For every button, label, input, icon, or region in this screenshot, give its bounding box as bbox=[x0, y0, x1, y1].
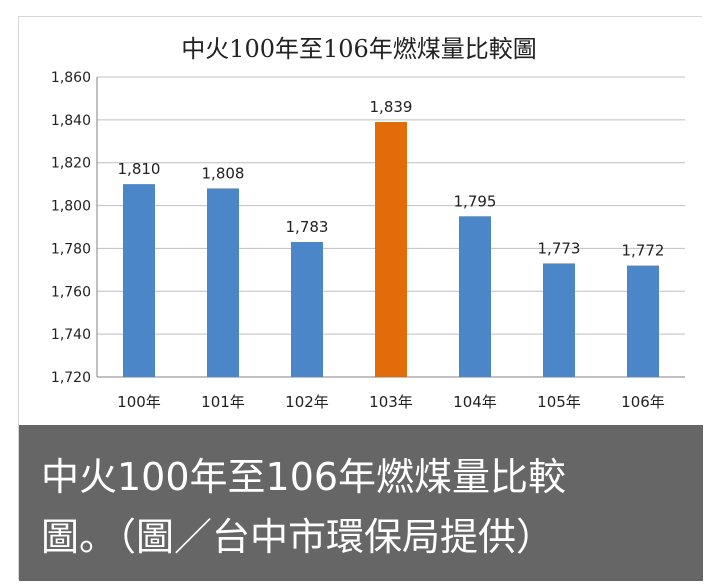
data-label: 1,773 bbox=[538, 239, 581, 257]
y-tick-label: 1,820 bbox=[51, 156, 91, 172]
y-tick-label: 1,760 bbox=[51, 284, 91, 300]
bar-chart: 中火100年至106年燃煤量比較圖 1,7201,7401,7601,7801,… bbox=[19, 17, 703, 425]
y-tick-label: 1,840 bbox=[51, 113, 91, 129]
x-axis: 100年 101年 102年 103年 104年 105年 106年 bbox=[97, 376, 685, 411]
x-tick-label: 100年 bbox=[117, 393, 161, 411]
caption-line-1: 中火100年至106年燃煤量比較 bbox=[41, 455, 567, 499]
x-tick-label: 106年 bbox=[621, 393, 665, 411]
x-tick-label: 103年 bbox=[369, 393, 413, 411]
bars: 1,810 1,808 1,783 1,839 1,795 1,773 1,772 bbox=[118, 98, 665, 377]
data-label: 1,795 bbox=[454, 192, 497, 210]
bar bbox=[543, 263, 575, 377]
data-label: 1,783 bbox=[286, 218, 329, 236]
photo-caption: 中火100年至106年燃煤量比較 圖。（圖／台中市環保局提供） bbox=[19, 425, 703, 581]
y-tick-label: 1,740 bbox=[51, 327, 91, 343]
x-tick-label: 101年 bbox=[201, 393, 245, 411]
data-label: 1,808 bbox=[202, 164, 245, 182]
bar bbox=[627, 265, 659, 377]
bar bbox=[375, 122, 407, 377]
data-label: 1,810 bbox=[118, 160, 161, 178]
bar bbox=[207, 188, 239, 377]
x-tick-label: 104年 bbox=[453, 393, 497, 411]
y-tick-label: 1,780 bbox=[51, 241, 91, 257]
y-tick-label: 1,800 bbox=[51, 199, 91, 215]
data-label: 1,772 bbox=[622, 242, 665, 260]
news-image-card: 中火100年至106年燃煤量比較圖 1,720 1,740 1,760 1,780 1,… bbox=[18, 16, 703, 581]
bar bbox=[291, 242, 323, 377]
bar bbox=[123, 184, 155, 377]
y-tick-label: 1,860 bbox=[51, 70, 91, 86]
caption-line-2: 圖。（圖／台中市環保局提供） bbox=[41, 515, 555, 559]
y-tick-label: 1,720 bbox=[51, 370, 91, 386]
chart-area: 中火100年至106年燃煤量比較圖 1,720 1,740 1,760 1,780 1,… bbox=[19, 17, 703, 425]
bar bbox=[459, 216, 491, 377]
chart-title: 中火100年至106年燃煤量比較圖 bbox=[181, 35, 537, 63]
y-axis: 1,720 1,740 1,760 1,780 1,800 1,820 1,840 1,860 bbox=[51, 70, 98, 386]
x-tick-label: 105年 bbox=[537, 393, 581, 411]
x-tick-label: 102年 bbox=[285, 393, 329, 411]
data-label: 1,839 bbox=[370, 98, 413, 116]
